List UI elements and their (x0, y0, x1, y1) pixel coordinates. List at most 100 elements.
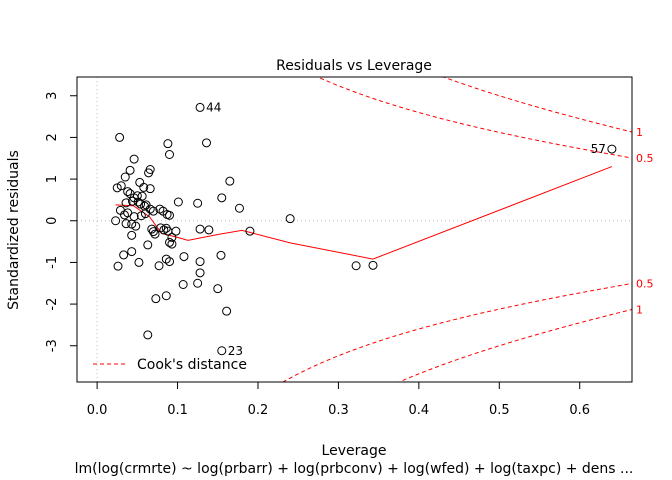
data-point (607, 144, 617, 154)
data-point (119, 210, 129, 220)
data-point (129, 154, 139, 164)
y-tick-label: 0 (45, 217, 60, 225)
x-tick-label: 0.2 (248, 403, 269, 418)
data-point (195, 268, 205, 278)
cooks-curve-0-5-upper (316, 77, 632, 159)
x-tick-label: 0.1 (167, 403, 188, 418)
data-point (150, 229, 160, 239)
point-label: 44 (206, 100, 221, 114)
data-point (151, 294, 161, 304)
data-point (173, 197, 183, 207)
y-tick-label: 2 (45, 133, 60, 141)
cooks-level-labels: 1 0.5 0.5 1 (636, 126, 654, 316)
cooks-level-label: 0.5 (636, 277, 654, 290)
data-point (351, 261, 361, 271)
chart-subtitle: lm(log(crmrte) ~ log(prbarr) + log(prbco… (75, 461, 634, 477)
data-point (121, 198, 131, 208)
data-point (217, 193, 227, 203)
data-point (113, 261, 123, 271)
data-point (285, 214, 295, 224)
data-point (245, 226, 255, 236)
data-point (125, 165, 135, 175)
data-point (145, 165, 155, 174)
data-point (213, 284, 223, 294)
cooks-distance-curves (281, 77, 632, 382)
cooks-curve-1-upper (441, 77, 632, 133)
data-point (148, 227, 158, 237)
data-point (204, 225, 214, 235)
point-labels: 44 57 23 (206, 100, 606, 357)
y-tick-label: -1 (45, 256, 60, 269)
data-point (143, 330, 153, 340)
data-point (121, 219, 131, 229)
data-point (139, 182, 149, 192)
data-point (165, 237, 174, 247)
data-point (195, 102, 205, 112)
x-tick-label: 0.6 (569, 403, 590, 418)
data-point (171, 226, 181, 236)
legend-label: Cook's distance (137, 357, 247, 373)
x-axis-label: Leverage (322, 443, 387, 459)
x-tick-label: 0.0 (87, 403, 108, 418)
data-point (154, 261, 164, 271)
data-point (147, 224, 157, 234)
data-point (140, 209, 150, 219)
data-point (165, 210, 174, 220)
data-point (132, 191, 142, 201)
data-point (225, 176, 235, 186)
data-point (167, 232, 177, 242)
data-point (165, 257, 174, 267)
data-point (111, 216, 121, 226)
cooks-level-label: 1 (636, 303, 643, 316)
legend: Cook's distance (93, 357, 247, 373)
point-label: 57 (591, 142, 606, 156)
data-point (178, 280, 188, 289)
data-point (115, 132, 125, 142)
residual-points (111, 102, 617, 356)
data-point (159, 225, 169, 235)
plot-frame (76, 76, 633, 383)
data-point (128, 196, 137, 206)
data-point (123, 187, 133, 197)
data-point (165, 150, 174, 159)
data-point (195, 257, 205, 267)
data-point (119, 250, 129, 260)
data-point (161, 291, 171, 301)
data-point (368, 260, 378, 270)
data-point (127, 230, 137, 240)
data-point (120, 172, 130, 182)
data-point (163, 139, 173, 149)
x-tick-label: 0.3 (328, 403, 349, 418)
data-point (133, 197, 143, 207)
smoother-path (115, 166, 613, 260)
data-point (216, 250, 226, 260)
data-point (217, 346, 227, 356)
y-tick-label: -2 (45, 298, 60, 311)
cooks-curve-1-lower (397, 308, 632, 382)
data-point (127, 247, 137, 257)
data-point (145, 184, 155, 194)
data-point (195, 224, 205, 234)
y-tick-label: 1 (45, 175, 60, 183)
data-point (131, 221, 141, 231)
y-tick-label: -3 (45, 339, 60, 352)
point-label: 23 (228, 344, 243, 358)
cooks-level-label: 1 (636, 126, 643, 139)
data-point (167, 239, 177, 249)
data-point (193, 198, 203, 208)
data-point (134, 257, 144, 267)
x-tick-label: 0.4 (409, 403, 430, 418)
data-point (112, 183, 122, 193)
reference-lines (77, 77, 632, 382)
data-point (222, 306, 232, 316)
data-point (148, 206, 158, 216)
y-tick-label: 3 (45, 92, 60, 100)
y-axis-label: Standardized residuals (6, 150, 22, 310)
chart-title: Residuals vs Leverage (276, 58, 432, 74)
data-point (234, 203, 244, 213)
smoother-line (115, 166, 613, 260)
data-point (193, 278, 203, 288)
cooks-curve-0-5-lower (281, 282, 632, 382)
